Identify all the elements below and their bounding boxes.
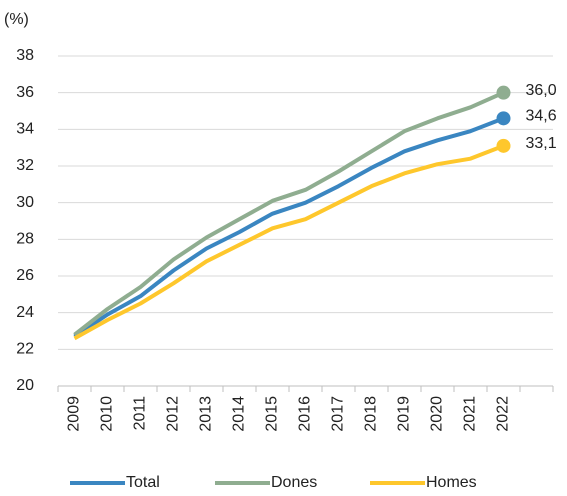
data-label: 34,6 bbox=[526, 108, 557, 125]
end-point bbox=[496, 85, 511, 100]
data-label: 36,0 bbox=[526, 82, 557, 99]
x-tick-label: 2018 bbox=[363, 396, 380, 432]
x-tick-label: 2021 bbox=[462, 396, 479, 432]
end-point bbox=[496, 138, 511, 153]
end-point bbox=[496, 111, 511, 126]
y-tick-label: 30 bbox=[16, 194, 34, 211]
legend-label: Homes bbox=[426, 474, 477, 491]
y-tick-label: 32 bbox=[16, 157, 34, 174]
x-tick-label: 2011 bbox=[132, 396, 149, 431]
line-series bbox=[73, 143, 505, 341]
x-tick-label: 2020 bbox=[429, 396, 446, 432]
x-tick-label: 2012 bbox=[165, 396, 182, 432]
x-tick-label: 2014 bbox=[231, 396, 248, 432]
y-tick-label: 34 bbox=[16, 121, 34, 138]
line-series bbox=[73, 116, 505, 339]
x-tick-label: 2022 bbox=[495, 396, 512, 432]
legend-label: Total bbox=[126, 474, 160, 491]
y-tick-label: 36 bbox=[16, 84, 34, 101]
legend-label: Dones bbox=[271, 474, 317, 491]
y-axis-label: (%) bbox=[4, 11, 29, 28]
x-tick-label: 2016 bbox=[297, 396, 314, 432]
y-tick-label: 38 bbox=[16, 47, 34, 64]
x-tick-label: 2009 bbox=[66, 396, 83, 432]
x-tick-label: 2017 bbox=[330, 396, 347, 432]
x-tick-label: 2013 bbox=[198, 396, 215, 432]
y-tick-label: 26 bbox=[16, 267, 34, 284]
data-label: 33,1 bbox=[526, 135, 557, 152]
x-tick-label: 2010 bbox=[99, 396, 116, 432]
line-series bbox=[73, 90, 505, 337]
y-tick-label: 20 bbox=[16, 377, 34, 394]
y-tick-label: 28 bbox=[16, 231, 34, 248]
y-tick-label: 24 bbox=[16, 304, 34, 321]
x-tick-label: 2015 bbox=[264, 396, 281, 432]
x-tick-label: 2019 bbox=[396, 396, 413, 432]
y-tick-label: 22 bbox=[16, 341, 34, 358]
